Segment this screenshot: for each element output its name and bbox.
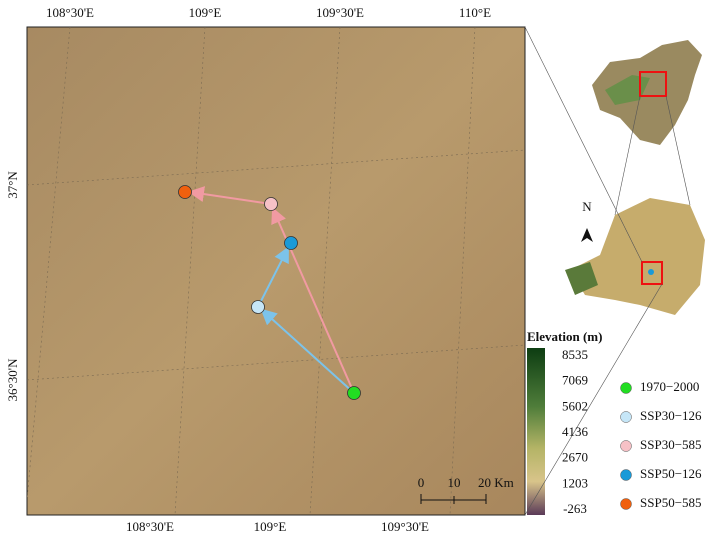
bottom-tick-label: 109°30'E [381, 519, 429, 534]
legend-swatch [620, 440, 632, 452]
colorbar-tick-label: 4136 [562, 424, 589, 439]
scale-label: 10 [448, 475, 461, 490]
bottom-tick-label: 108°30'E [126, 519, 174, 534]
legend-swatch [620, 469, 632, 481]
left-tick-label: 36°30'N [5, 358, 20, 402]
colorbar-title: Elevation (m) [527, 329, 602, 344]
centroid [178, 185, 192, 199]
north-arrow: N [582, 199, 592, 214]
legend-label: SSP30−585 [640, 437, 702, 452]
legend-label: SSP50−585 [640, 495, 702, 510]
centroid [284, 236, 298, 250]
graticule [26, 26, 526, 516]
top-tick-label: 110°E [459, 5, 491, 20]
scale-label: 0 [418, 475, 425, 490]
colorbar [527, 348, 545, 515]
insets [524, 26, 705, 516]
top-tick-label: 109°E [189, 5, 222, 20]
top-tick-label: 109°30'E [316, 5, 364, 20]
left-tick-label: 37°N [5, 171, 20, 199]
centroid [251, 300, 265, 314]
legend-swatch [620, 498, 632, 510]
colorbar-tick-label: 1203 [562, 475, 588, 490]
bottom-tick-label: 109°E [254, 519, 287, 534]
legend-label: 1970−2000 [640, 379, 699, 394]
centroid [347, 386, 361, 400]
colorbar-tick-label: 8535 [562, 347, 588, 362]
top-tick-label: 108°30'E [46, 5, 94, 20]
colorbar-tick-label: 5602 [562, 398, 588, 413]
legend-label: SSP50−126 [640, 466, 702, 481]
scale-label: 20 Km [478, 475, 514, 490]
scale-bar [420, 494, 487, 504]
colorbar-tick-label: 2670 [562, 450, 588, 465]
labels: 108°30'E 109°E 109°30'E 110°E 108°30'E 109°E 1… [5, 5, 702, 534]
legend-swatch [620, 411, 632, 423]
centroid [264, 197, 278, 211]
colorbar-tick-label: -263 [563, 501, 587, 516]
centroids [178, 185, 361, 400]
legend-swatch [620, 382, 632, 394]
colorbar-tick-label: 7069 [562, 373, 588, 388]
legend-label: SSP30−126 [640, 408, 702, 423]
